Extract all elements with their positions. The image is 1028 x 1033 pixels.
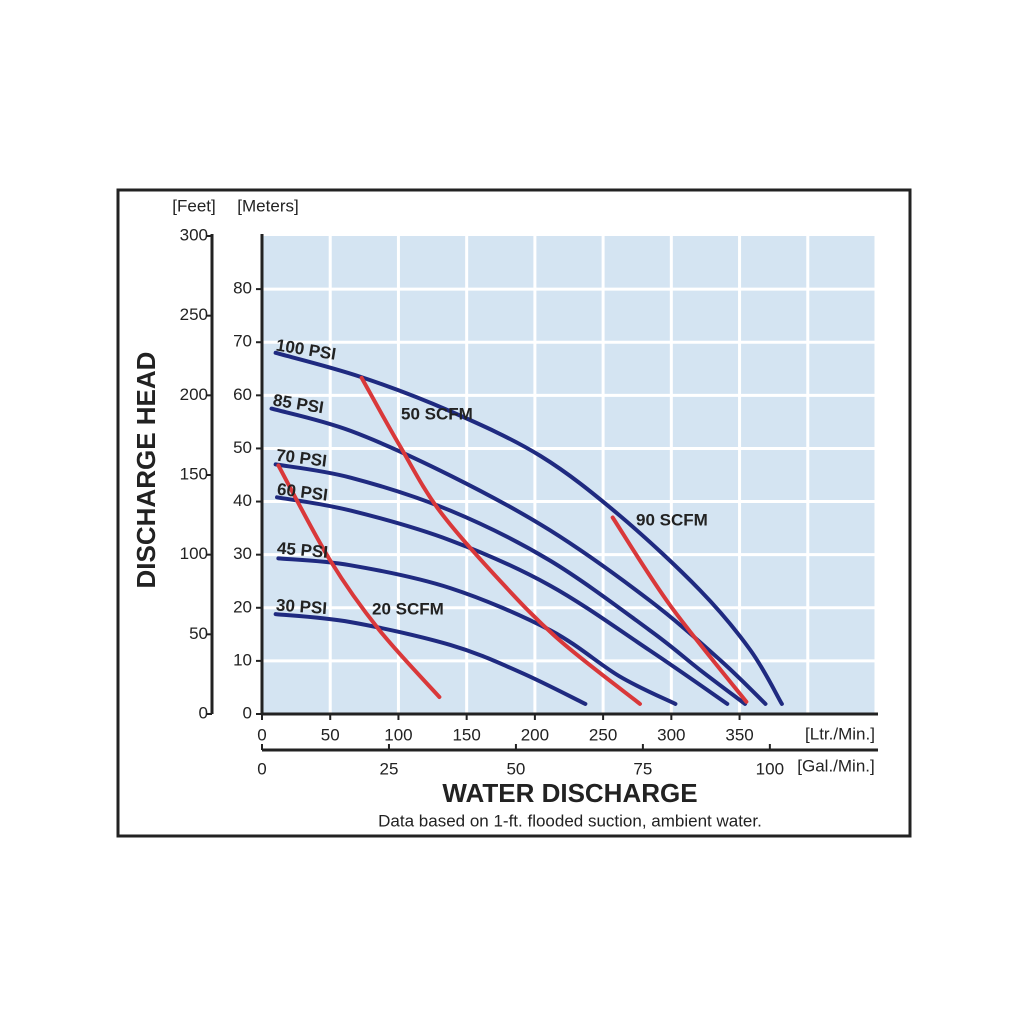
series-line — [273, 350, 784, 706]
y2-tick-label: 200 — [180, 385, 208, 404]
y-tick-label: 10 — [233, 650, 252, 669]
y-axis-title: DISCHARGE HEAD — [131, 352, 161, 589]
series-line — [273, 462, 748, 706]
y2-tick-label: 100 — [180, 544, 208, 563]
y-tick-label: 80 — [233, 279, 252, 298]
y2-tick-label: 250 — [180, 305, 208, 324]
x-tick-label: 200 — [521, 725, 549, 744]
x-tick-label: 50 — [321, 725, 340, 744]
series-line — [276, 556, 678, 706]
series-line — [273, 612, 588, 706]
x-tick-label: 150 — [452, 725, 480, 744]
x2-unit-label: [Gal./Min.] — [797, 756, 874, 775]
series-label: 50 SCFM — [401, 404, 473, 423]
x2-tick-label: 50 — [506, 759, 525, 778]
x-unit-label: [Ltr./Min.] — [805, 724, 875, 743]
series-label: 90 SCFM — [636, 510, 708, 529]
y2-tick-label: 50 — [189, 624, 208, 643]
y-unit-label: [Meters] — [237, 196, 298, 215]
x2-tick-label: 75 — [633, 759, 652, 778]
note: Data based on 1-ft. flooded suction, amb… — [378, 811, 762, 830]
y-tick-label: 30 — [233, 544, 252, 563]
y2-tick-label: 300 — [180, 225, 208, 244]
x-tick-label: 0 — [257, 725, 266, 744]
x-tick-label: 300 — [657, 725, 685, 744]
x-axis-title: WATER DISCHARGE — [442, 778, 697, 808]
series-label: 30 PSI — [275, 596, 327, 619]
y2-unit-label: [Feet] — [172, 196, 215, 215]
x-tick-label: 250 — [589, 725, 617, 744]
series-line — [359, 375, 642, 706]
y-tick-label: 50 — [233, 438, 252, 457]
series-line — [275, 495, 730, 706]
series-line — [610, 515, 749, 704]
x2-tick-label: 25 — [380, 759, 399, 778]
y-tick-label: 70 — [233, 332, 252, 351]
series-line — [269, 406, 768, 706]
y-tick-label: 40 — [233, 491, 252, 510]
x2-tick-label: 100 — [756, 759, 784, 778]
y-tick-label: 60 — [233, 385, 252, 404]
series-label: 20 SCFM — [372, 599, 444, 618]
y-tick-label: 0 — [243, 703, 252, 722]
y2-tick-label: 0 — [199, 703, 208, 722]
x-tick-label: 350 — [725, 725, 753, 744]
x2-tick-label: 0 — [257, 759, 266, 778]
y-tick-label: 20 — [233, 597, 252, 616]
x-tick-label: 100 — [384, 725, 412, 744]
y2-tick-label: 150 — [180, 464, 208, 483]
series-label: 45 PSI — [276, 539, 329, 562]
series-line — [276, 463, 442, 700]
